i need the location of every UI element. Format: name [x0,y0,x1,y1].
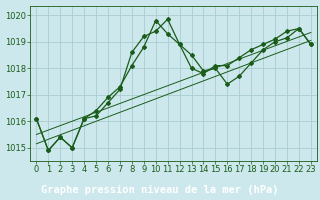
Text: Graphe pression niveau de la mer (hPa): Graphe pression niveau de la mer (hPa) [41,185,279,195]
